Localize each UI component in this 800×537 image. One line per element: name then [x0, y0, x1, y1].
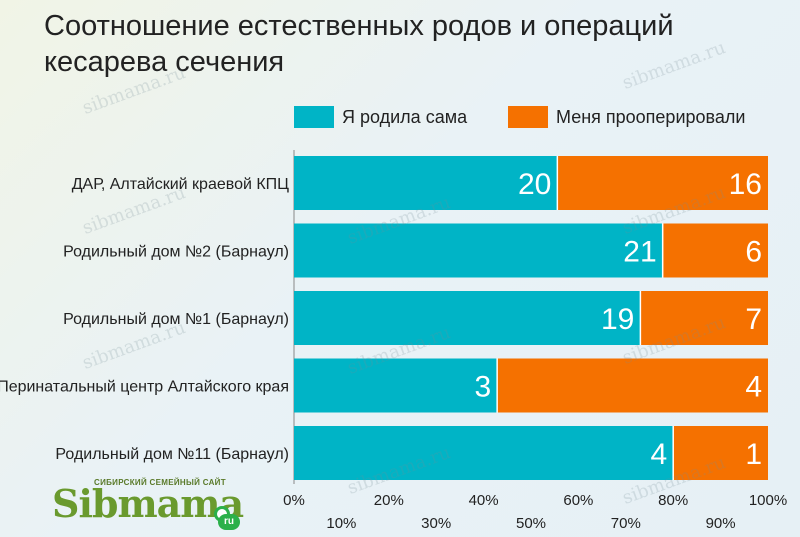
bar-segment	[294, 426, 674, 480]
bar-segment	[294, 358, 498, 413]
data-label: 7	[745, 303, 762, 336]
x-tick-label: 60%	[563, 492, 593, 509]
legend-swatch-natural	[294, 106, 334, 128]
x-tick-label: 30%	[421, 515, 451, 532]
bar-segment	[294, 223, 663, 278]
data-label: 16	[729, 168, 762, 201]
legend-label-cesarean: Меня прооперировали	[556, 107, 746, 127]
bar-segment	[557, 156, 768, 210]
legend-swatch-cesarean	[508, 106, 548, 128]
chart-title: Соотношение естественных родов и операци…	[44, 10, 674, 78]
x-tick-label: 10%	[326, 515, 356, 532]
data-label: 3	[474, 371, 491, 404]
x-tick-label: 40%	[469, 492, 499, 509]
category-label: Перинатальный центр Алтайского края	[0, 379, 289, 396]
data-label: 4	[651, 438, 668, 471]
category-label: Родильный дом №1 (Барнаул)	[63, 311, 289, 328]
data-label: 6	[745, 236, 762, 269]
x-tick-label: 70%	[611, 515, 641, 532]
data-label: 21	[623, 236, 656, 269]
category-label: ДАР, Алтайский краевой КПЦ	[72, 176, 289, 193]
x-tick-label: 80%	[658, 492, 688, 509]
x-tick-label: 90%	[706, 515, 736, 532]
x-tick-label: 50%	[516, 515, 546, 532]
logo-suffix: ru	[218, 514, 240, 530]
data-label: 4	[745, 371, 762, 404]
x-tick-label: 100%	[749, 492, 787, 509]
data-label: 1	[745, 438, 762, 471]
x-tick-label: 20%	[374, 492, 404, 509]
category-label: Родильный дом №11 (Барнаул)	[55, 446, 289, 463]
logo-subtitle: СИБИРСКИЙ СЕМЕЙНЫЙ САЙТ	[94, 478, 226, 487]
sibmama-logo: СИБИРСКИЙ СЕМЕЙНЫЙ САЙТ Sibmama ru	[52, 478, 252, 533]
category-label: Родильный дом №2 (Барнаул)	[63, 244, 289, 261]
data-label: 19	[601, 303, 634, 336]
bar-segment	[673, 426, 768, 480]
x-tick-label: 0%	[283, 492, 305, 509]
data-label: 20	[518, 168, 551, 201]
bar-segment	[640, 291, 768, 345]
legend-label-natural: Я родила сама	[342, 107, 468, 127]
bar-segment	[662, 223, 768, 278]
logo-name: Sibmama	[52, 481, 244, 526]
bar-segment	[294, 291, 641, 345]
bar-segment	[294, 156, 558, 210]
bar-segment	[497, 358, 768, 413]
